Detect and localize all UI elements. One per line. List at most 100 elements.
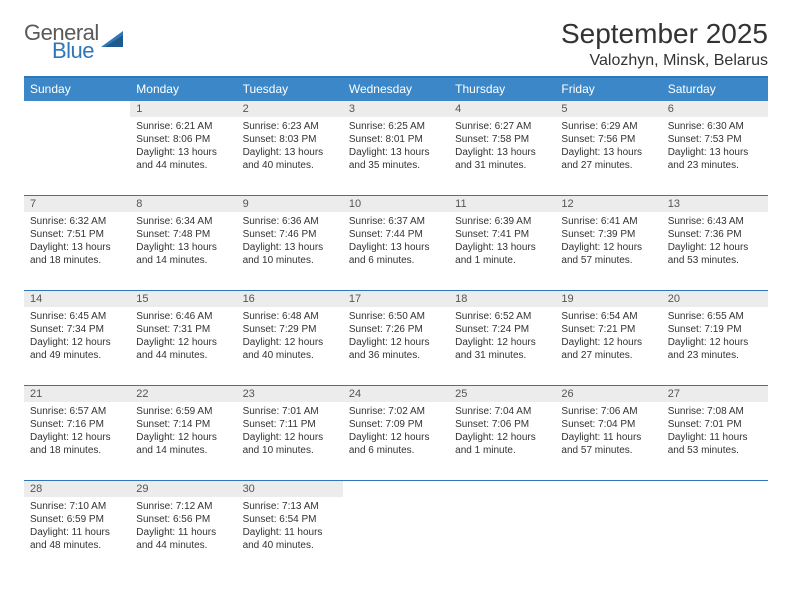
day-number: 28 <box>24 481 130 497</box>
week-row: Sunrise: 6:45 AMSunset: 7:34 PMDaylight:… <box>24 307 768 386</box>
day-number: 5 <box>555 101 661 117</box>
day-cell: Sunrise: 6:32 AMSunset: 7:51 PMDaylight:… <box>24 212 130 290</box>
sunrise-line: Sunrise: 6:30 AM <box>668 120 762 133</box>
sunset-line: Sunset: 7:36 PM <box>668 228 762 241</box>
sunset-line: Sunset: 7:01 PM <box>668 418 762 431</box>
day-cell: Sunrise: 6:43 AMSunset: 7:36 PMDaylight:… <box>662 212 768 290</box>
daylight-line: Daylight: 12 hours and 14 minutes. <box>136 431 230 457</box>
day-cell: Sunrise: 6:57 AMSunset: 7:16 PMDaylight:… <box>24 402 130 480</box>
daylight-line: Daylight: 12 hours and 36 minutes. <box>349 336 443 362</box>
sunset-line: Sunset: 7:48 PM <box>136 228 230 241</box>
day-number <box>555 481 661 497</box>
day-number: 14 <box>24 291 130 307</box>
empty-cell <box>555 497 661 575</box>
sunrise-line: Sunrise: 6:43 AM <box>668 215 762 228</box>
daylight-line: Daylight: 12 hours and 40 minutes. <box>243 336 337 362</box>
sunrise-line: Sunrise: 6:55 AM <box>668 310 762 323</box>
daylight-line: Daylight: 13 hours and 6 minutes. <box>349 241 443 267</box>
sunset-line: Sunset: 7:21 PM <box>561 323 655 336</box>
daynum-row: 123456 <box>24 101 768 117</box>
day-number: 11 <box>449 196 555 212</box>
weekday-tue: Tuesday <box>237 78 343 101</box>
daylight-line: Daylight: 12 hours and 31 minutes. <box>455 336 549 362</box>
day-cell: Sunrise: 6:37 AMSunset: 7:44 PMDaylight:… <box>343 212 449 290</box>
day-number: 19 <box>555 291 661 307</box>
location-subtitle: Valozhyn, Minsk, Belarus <box>561 52 768 70</box>
sunrise-line: Sunrise: 6:25 AM <box>349 120 443 133</box>
sunrise-line: Sunrise: 6:39 AM <box>455 215 549 228</box>
daylight-line: Daylight: 12 hours and 49 minutes. <box>30 336 124 362</box>
sunset-line: Sunset: 7:51 PM <box>30 228 124 241</box>
sunrise-line: Sunrise: 6:54 AM <box>561 310 655 323</box>
sunset-line: Sunset: 7:11 PM <box>243 418 337 431</box>
sunrise-line: Sunrise: 6:34 AM <box>136 215 230 228</box>
daylight-line: Daylight: 12 hours and 1 minute. <box>455 431 549 457</box>
day-number: 8 <box>130 196 236 212</box>
daylight-line: Daylight: 12 hours and 27 minutes. <box>561 336 655 362</box>
day-cell: Sunrise: 7:08 AMSunset: 7:01 PMDaylight:… <box>662 402 768 480</box>
week-row: Sunrise: 6:21 AMSunset: 8:06 PMDaylight:… <box>24 117 768 196</box>
sunset-line: Sunset: 8:06 PM <box>136 133 230 146</box>
sunrise-line: Sunrise: 6:36 AM <box>243 215 337 228</box>
day-cell: Sunrise: 6:41 AMSunset: 7:39 PMDaylight:… <box>555 212 661 290</box>
sunset-line: Sunset: 7:09 PM <box>349 418 443 431</box>
daynum-row: 14151617181920 <box>24 291 768 307</box>
empty-cell <box>662 497 768 575</box>
day-number: 15 <box>130 291 236 307</box>
weekday-mon: Monday <box>130 78 236 101</box>
daylight-line: Daylight: 13 hours and 27 minutes. <box>561 146 655 172</box>
sunrise-line: Sunrise: 7:10 AM <box>30 500 124 513</box>
weekday-thu: Thursday <box>449 78 555 101</box>
sunrise-line: Sunrise: 6:59 AM <box>136 405 230 418</box>
sunrise-line: Sunrise: 6:41 AM <box>561 215 655 228</box>
weekday-header-row: Sunday Monday Tuesday Wednesday Thursday… <box>24 78 768 101</box>
day-number: 4 <box>449 101 555 117</box>
sunset-line: Sunset: 7:24 PM <box>455 323 549 336</box>
day-number: 17 <box>343 291 449 307</box>
day-number: 30 <box>237 481 343 497</box>
daylight-line: Daylight: 12 hours and 10 minutes. <box>243 431 337 457</box>
day-cell: Sunrise: 6:59 AMSunset: 7:14 PMDaylight:… <box>130 402 236 480</box>
day-number: 10 <box>343 196 449 212</box>
day-cell: Sunrise: 6:34 AMSunset: 7:48 PMDaylight:… <box>130 212 236 290</box>
daylight-line: Daylight: 12 hours and 6 minutes. <box>349 431 443 457</box>
sunrise-line: Sunrise: 6:45 AM <box>30 310 124 323</box>
day-number: 2 <box>237 101 343 117</box>
day-number: 7 <box>24 196 130 212</box>
weekday-sun: Sunday <box>24 78 130 101</box>
page-title: September 2025 <box>561 18 768 50</box>
sunset-line: Sunset: 7:56 PM <box>561 133 655 146</box>
sunrise-line: Sunrise: 6:23 AM <box>243 120 337 133</box>
day-cell: Sunrise: 6:27 AMSunset: 7:58 PMDaylight:… <box>449 117 555 195</box>
sunset-line: Sunset: 7:53 PM <box>668 133 762 146</box>
daylight-line: Daylight: 11 hours and 57 minutes. <box>561 431 655 457</box>
day-cell: Sunrise: 6:55 AMSunset: 7:19 PMDaylight:… <box>662 307 768 385</box>
daylight-line: Daylight: 13 hours and 14 minutes. <box>136 241 230 267</box>
day-number: 27 <box>662 386 768 402</box>
daylight-line: Daylight: 12 hours and 44 minutes. <box>136 336 230 362</box>
daylight-line: Daylight: 11 hours and 53 minutes. <box>668 431 762 457</box>
day-cell: Sunrise: 7:02 AMSunset: 7:09 PMDaylight:… <box>343 402 449 480</box>
sunrise-line: Sunrise: 7:02 AM <box>349 405 443 418</box>
day-number <box>449 481 555 497</box>
day-number: 21 <box>24 386 130 402</box>
sunrise-line: Sunrise: 7:01 AM <box>243 405 337 418</box>
day-cell: Sunrise: 6:48 AMSunset: 7:29 PMDaylight:… <box>237 307 343 385</box>
daylight-line: Daylight: 13 hours and 44 minutes. <box>136 146 230 172</box>
daylight-line: Daylight: 13 hours and 35 minutes. <box>349 146 443 172</box>
sunrise-line: Sunrise: 6:46 AM <box>136 310 230 323</box>
sunrise-line: Sunrise: 6:21 AM <box>136 120 230 133</box>
day-cell: Sunrise: 6:29 AMSunset: 7:56 PMDaylight:… <box>555 117 661 195</box>
weekday-fri: Friday <box>555 78 661 101</box>
day-cell: Sunrise: 6:36 AMSunset: 7:46 PMDaylight:… <box>237 212 343 290</box>
weekday-wed: Wednesday <box>343 78 449 101</box>
daylight-line: Daylight: 12 hours and 57 minutes. <box>561 241 655 267</box>
day-number: 25 <box>449 386 555 402</box>
day-cell: Sunrise: 6:54 AMSunset: 7:21 PMDaylight:… <box>555 307 661 385</box>
logo: General Blue <box>24 18 127 62</box>
day-cell: Sunrise: 7:12 AMSunset: 6:56 PMDaylight:… <box>130 497 236 575</box>
day-cell: Sunrise: 6:50 AMSunset: 7:26 PMDaylight:… <box>343 307 449 385</box>
sunrise-line: Sunrise: 6:48 AM <box>243 310 337 323</box>
sunset-line: Sunset: 7:14 PM <box>136 418 230 431</box>
daylight-line: Daylight: 13 hours and 18 minutes. <box>30 241 124 267</box>
